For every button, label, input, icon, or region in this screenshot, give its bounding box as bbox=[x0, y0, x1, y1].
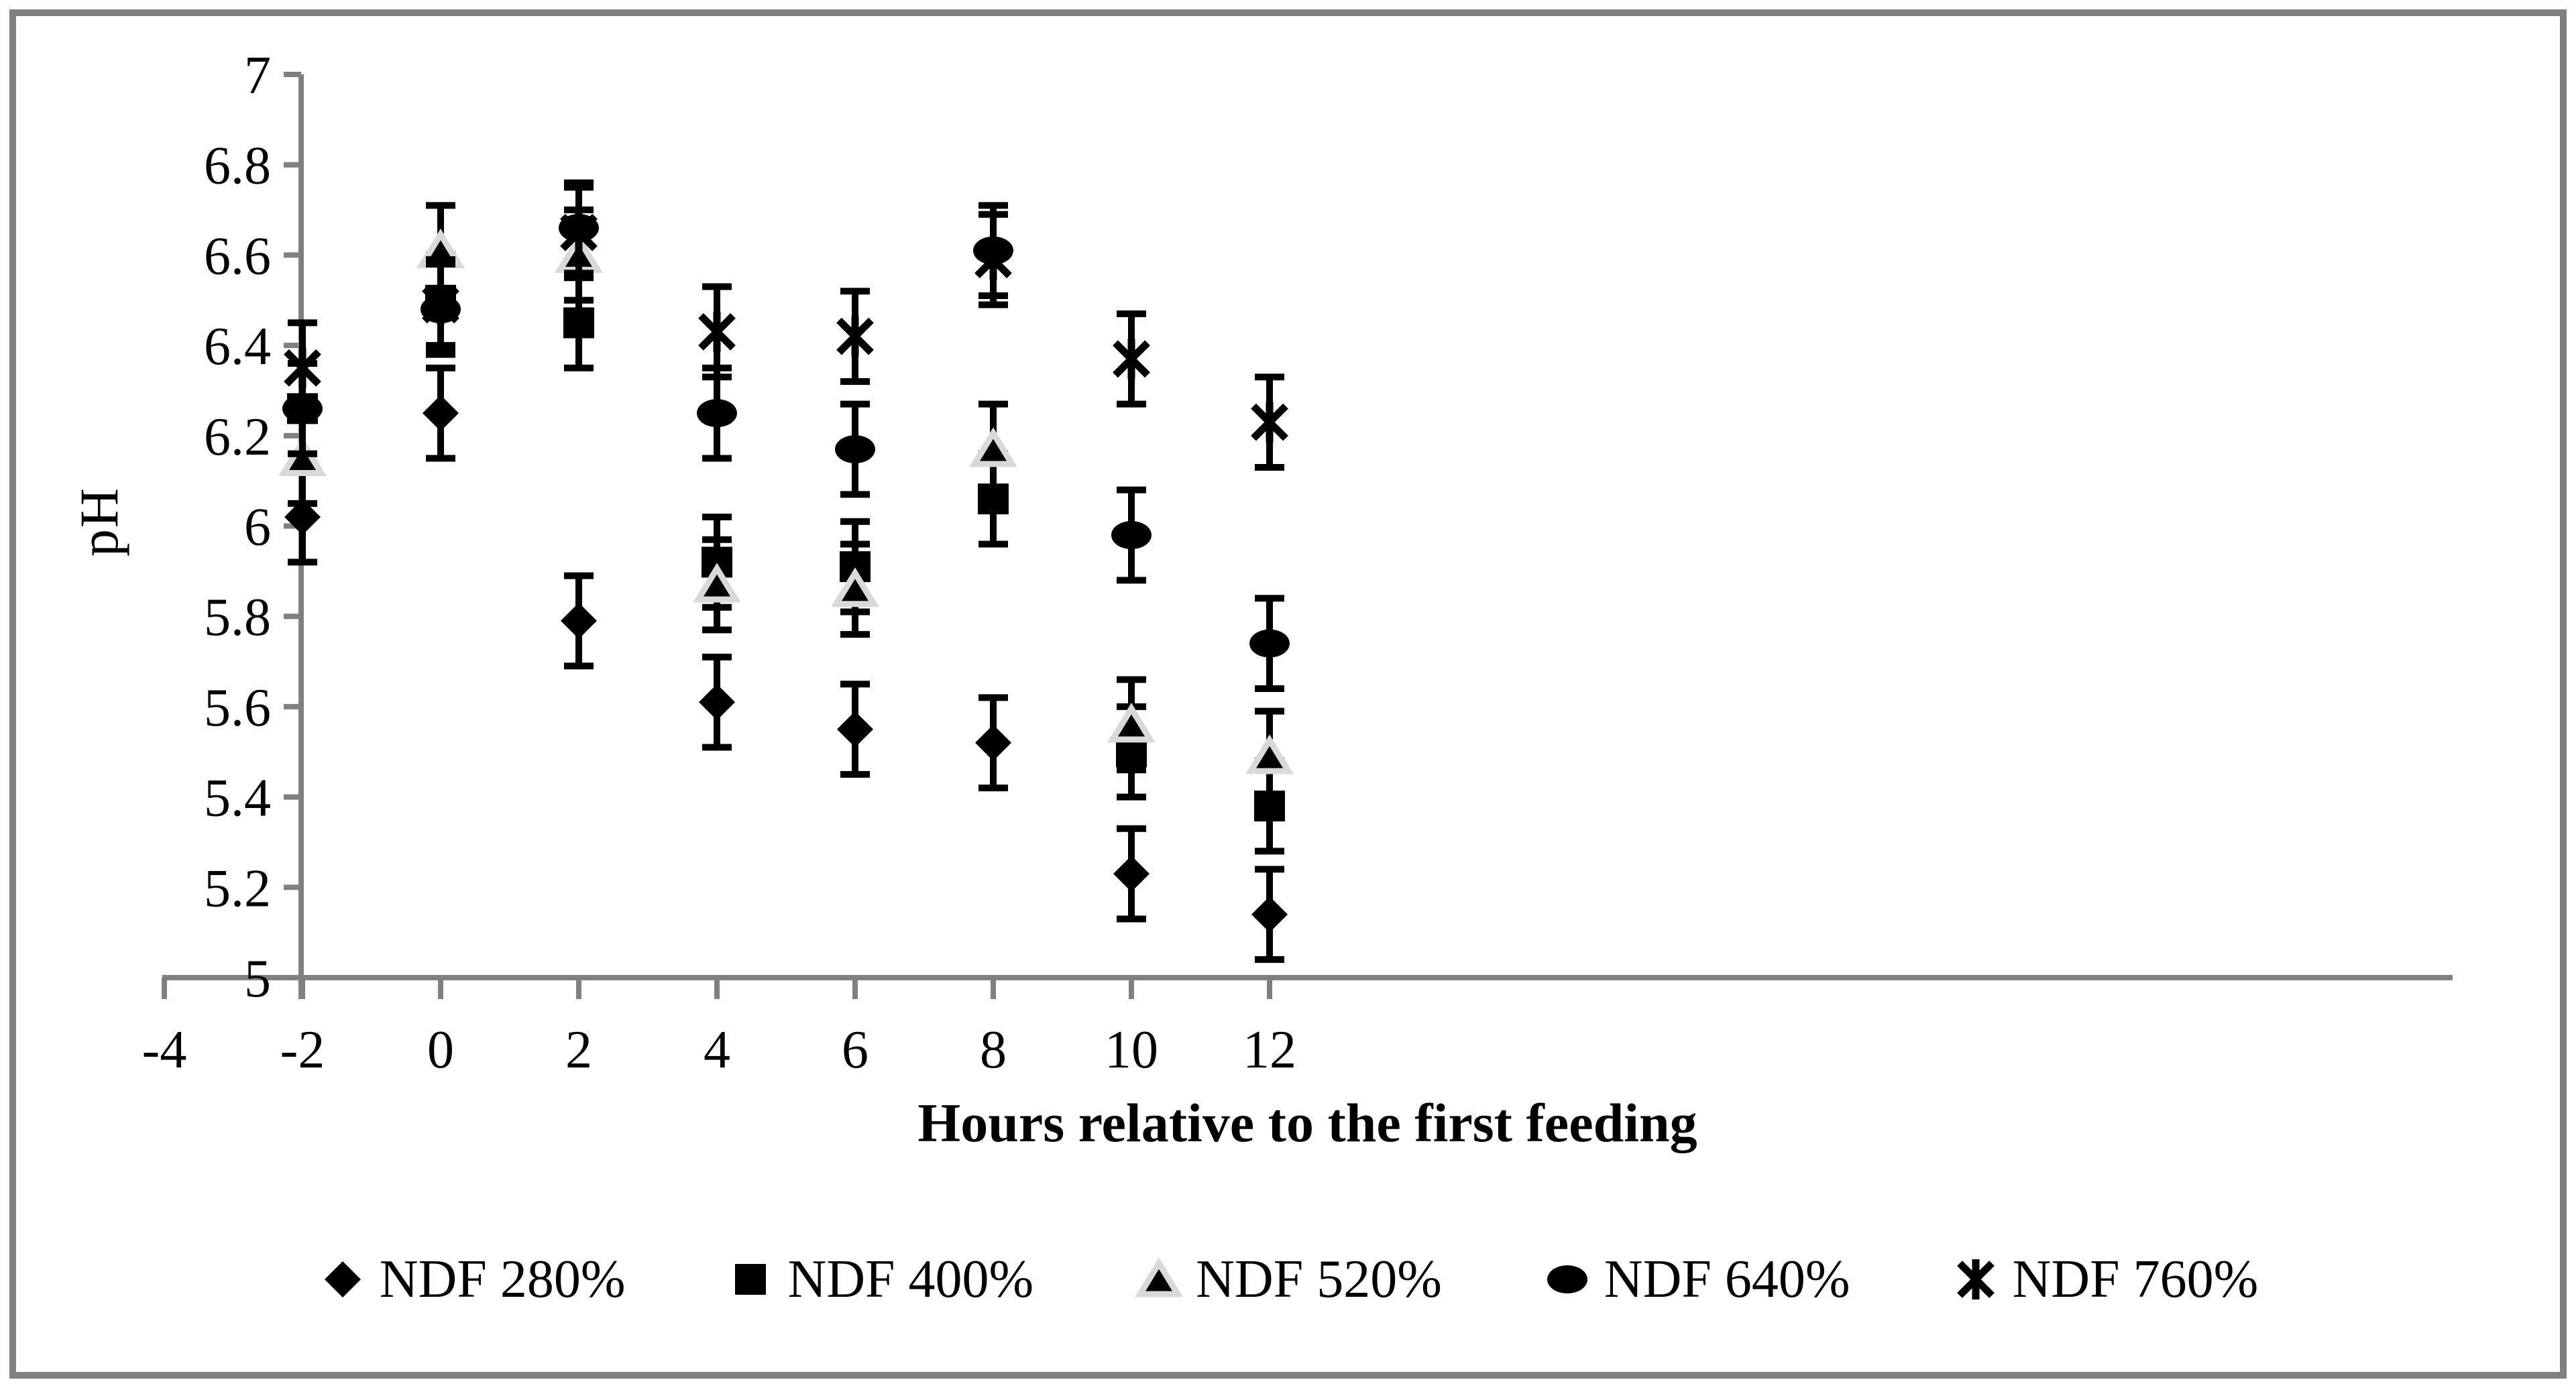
circle-legend-icon bbox=[1547, 1265, 1587, 1293]
star-marker bbox=[422, 284, 459, 325]
diamond-marker bbox=[324, 1261, 361, 1297]
y-tick-label: 5.4 bbox=[204, 769, 271, 828]
star-marker bbox=[560, 212, 598, 253]
x-tick-label: 0 bbox=[427, 1021, 454, 1080]
legend-item-ndf-400pct: NDF 400% bbox=[726, 1249, 1033, 1310]
x-tick-label: 6 bbox=[842, 1021, 869, 1080]
x-tick-label: 2 bbox=[565, 1021, 592, 1080]
square-marker bbox=[563, 307, 594, 339]
x-tick-label: 10 bbox=[1105, 1021, 1158, 1080]
legend-label: NDF 760% bbox=[2012, 1249, 2259, 1309]
star-marker bbox=[974, 239, 1012, 280]
diamond-legend-icon bbox=[324, 1261, 361, 1297]
x-axis-title: Hours relative to the first feeding bbox=[917, 1092, 1697, 1153]
star-marker bbox=[1251, 402, 1288, 443]
series-ndf-400pct bbox=[287, 251, 1285, 855]
diamond-marker bbox=[1113, 856, 1150, 892]
y-tick-label: 6 bbox=[244, 498, 271, 557]
star-marker bbox=[698, 311, 736, 352]
diamond-marker bbox=[1251, 896, 1288, 933]
legend: NDF 280% NDF 400% NDF 520% NDF 640% NDF 760% bbox=[0, 1239, 2576, 1320]
x-tick-label: 12 bbox=[1243, 1021, 1296, 1080]
y-axis-title: pH bbox=[68, 486, 129, 557]
x-tick-label: -2 bbox=[280, 1021, 325, 1080]
star-legend-icon bbox=[1956, 1259, 1995, 1299]
x-tick-label: 8 bbox=[980, 1021, 1007, 1080]
triangle-marker bbox=[1107, 703, 1156, 743]
triangle-marker bbox=[1245, 734, 1294, 774]
star-marker bbox=[836, 316, 874, 357]
series-ndf-280pct bbox=[284, 364, 1288, 964]
circle-marker bbox=[1111, 520, 1152, 549]
diamond-marker bbox=[423, 395, 459, 432]
y-tick-label: 7 bbox=[244, 46, 271, 105]
diamond-marker bbox=[284, 499, 321, 536]
square-legend-icon bbox=[735, 1264, 767, 1295]
triangle-marker bbox=[692, 563, 742, 603]
triangle-marker bbox=[278, 436, 327, 476]
diamond-marker bbox=[699, 684, 735, 721]
legend-item-ndf-640pct: NDF 640% bbox=[1543, 1249, 1850, 1310]
legend-label: NDF 520% bbox=[1196, 1249, 1442, 1309]
y-tick-label: 6.8 bbox=[204, 137, 271, 196]
star-marker bbox=[1113, 339, 1150, 380]
circle-marker bbox=[1547, 1265, 1587, 1293]
circle-marker bbox=[697, 399, 737, 428]
diamond-marker bbox=[561, 602, 597, 639]
legend-label: NDF 280% bbox=[379, 1249, 626, 1309]
y-tick-label: 6.4 bbox=[204, 317, 271, 376]
star-marker bbox=[1956, 1259, 1995, 1299]
circle-marker bbox=[835, 435, 875, 464]
legend-item-ndf-280pct: NDF 280% bbox=[318, 1249, 626, 1310]
circle-marker bbox=[1249, 629, 1290, 658]
triangle-marker bbox=[968, 427, 1018, 467]
x-tick-label: 4 bbox=[704, 1021, 730, 1080]
star-marker bbox=[284, 347, 321, 388]
legend-label: NDF 640% bbox=[1604, 1249, 1850, 1309]
legend-item-ndf-520pct: NDF 520% bbox=[1134, 1249, 1442, 1310]
y-tick-label: 6.6 bbox=[204, 227, 271, 286]
diamond-marker bbox=[975, 724, 1011, 761]
legend-label: NDF 400% bbox=[787, 1249, 1034, 1309]
triangle-legend-icon bbox=[1135, 1257, 1184, 1297]
diamond-marker bbox=[837, 711, 873, 748]
series-ndf-760pct bbox=[284, 184, 1288, 471]
x-tick-label: -4 bbox=[142, 1021, 187, 1080]
triangle-marker bbox=[1135, 1257, 1184, 1297]
y-tick-label: 6.2 bbox=[204, 408, 271, 467]
y-tick-label: 5.6 bbox=[204, 679, 271, 738]
square-marker bbox=[735, 1264, 767, 1295]
legend-item-ndf-760pct: NDF 760% bbox=[1951, 1249, 2259, 1310]
y-tick-label: 5.8 bbox=[204, 588, 271, 647]
y-tick-label: 5.2 bbox=[204, 859, 271, 918]
y-tick-label: 5 bbox=[244, 949, 271, 1008]
triangle-marker bbox=[830, 567, 880, 608]
